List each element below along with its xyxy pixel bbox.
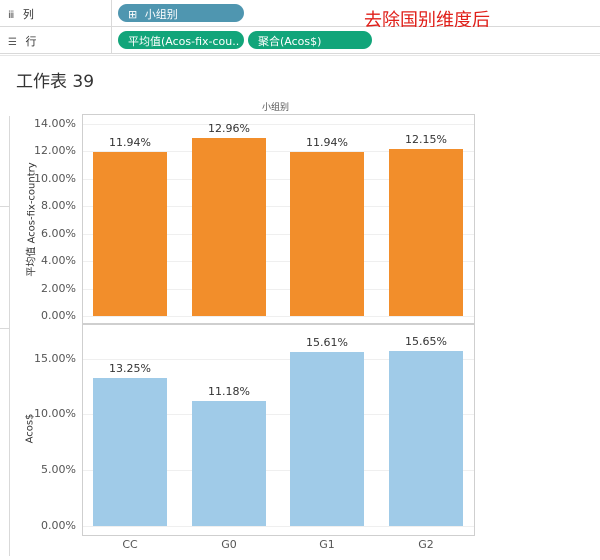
y-tick-label: 10.00% <box>34 171 76 185</box>
bar-value-label: 11.18% <box>208 385 250 399</box>
bar-g0[interactable] <box>192 401 266 526</box>
y-tick-label: 12.00% <box>34 144 76 158</box>
gridline <box>83 470 474 472</box>
gutter-notch <box>0 328 10 329</box>
rows-icon: ☰ <box>8 37 17 48</box>
y-tick-label: 0.00% <box>41 309 76 322</box>
bar-g1[interactable] <box>290 152 364 316</box>
worksheet-area: 工作表 39 <box>0 55 600 560</box>
bar-g0[interactable] <box>192 138 266 316</box>
gridline <box>83 358 474 360</box>
y-tick-label: 6.00% <box>41 226 76 240</box>
gridline <box>83 261 474 263</box>
gridline <box>83 414 474 416</box>
bar-value-label: 15.61% <box>306 335 348 349</box>
bar-value-label: 15.65% <box>405 335 447 349</box>
annotation-text: 去除国别维度后 <box>364 10 490 31</box>
bar-g1[interactable] <box>290 351 364 526</box>
gridline <box>83 124 474 125</box>
pill-subgroup[interactable]: ⊞ 小组别 <box>118 4 244 22</box>
columns-shelf-label: iii 列 <box>0 0 112 27</box>
columns-icon: iii <box>8 10 14 21</box>
gutter-notch <box>0 206 10 207</box>
left-gutter <box>0 116 10 556</box>
y-tick-label: 14.00% <box>34 117 76 130</box>
gridline <box>83 526 474 527</box>
columns-shelf-title: 列 <box>22 8 34 21</box>
plus-box-icon: ⊞ <box>128 8 138 21</box>
bar-value-label: 11.94% <box>306 136 348 150</box>
y-tick-label: 8.00% <box>41 199 76 213</box>
columns-shelf: iii 列 ⊞ 小组别 去除国别维度后 <box>0 0 600 31</box>
pill-avg-acos-fix-country[interactable]: 平均值(Acos-fix-cou.. <box>118 31 244 49</box>
bar-g2[interactable] <box>389 149 463 316</box>
gridline <box>83 316 474 317</box>
rows-shelf: ☰ 行 平均值(Acos-fix-cou.. 聚合(Acos$) <box>0 27 600 54</box>
gridline <box>83 288 474 290</box>
bar-cc[interactable] <box>93 378 167 526</box>
x-tick-label: CC <box>122 538 138 551</box>
y-tick-label: 4.00% <box>41 254 76 268</box>
chart-panel <box>82 114 475 324</box>
bar-cc[interactable] <box>93 152 167 316</box>
bar-value-label: 12.96% <box>208 122 250 136</box>
y-axis-title: 平均值 Acos-fix-country <box>26 162 38 277</box>
x-tick-label: G0 <box>221 538 237 551</box>
bar-value-label: 12.15% <box>405 133 447 147</box>
x-tick-label: G1 <box>319 538 335 551</box>
pill-agg-acos[interactable]: 聚合(Acos$) <box>248 31 372 49</box>
column-header-subgroup: 小组别 <box>262 103 290 113</box>
rows-shelf-label: ☰ 行 <box>0 27 112 54</box>
gridline <box>83 178 474 180</box>
gridline <box>83 233 474 235</box>
y-tick-label: 2.00% <box>41 281 76 295</box>
y-tick-label: 5.00% <box>41 463 76 477</box>
rows-shelf-title: 行 <box>25 35 37 48</box>
bar-value-label: 13.25% <box>109 362 151 376</box>
bar-g2[interactable] <box>389 351 463 526</box>
worksheet-title: 工作表 39 <box>16 72 95 92</box>
y-tick-label: 0.00% <box>41 519 76 532</box>
y-axis-title: Acos$ <box>24 413 36 444</box>
y-tick-label: 15.00% <box>34 351 76 365</box>
bar-value-label: 11.94% <box>109 136 151 150</box>
gridline <box>83 206 474 208</box>
gridline <box>83 151 474 153</box>
x-tick-label: G2 <box>418 538 434 551</box>
chart-panel <box>82 324 475 536</box>
y-tick-label: 10.00% <box>34 407 76 421</box>
pill-subgroup-label: 小组别 <box>144 8 178 21</box>
